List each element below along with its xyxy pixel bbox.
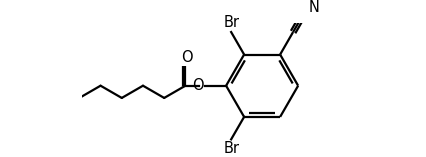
- Text: O: O: [180, 50, 192, 65]
- Text: Br: Br: [223, 15, 239, 30]
- Text: O: O: [192, 78, 203, 93]
- Text: N: N: [308, 0, 319, 15]
- Text: Br: Br: [223, 141, 239, 156]
